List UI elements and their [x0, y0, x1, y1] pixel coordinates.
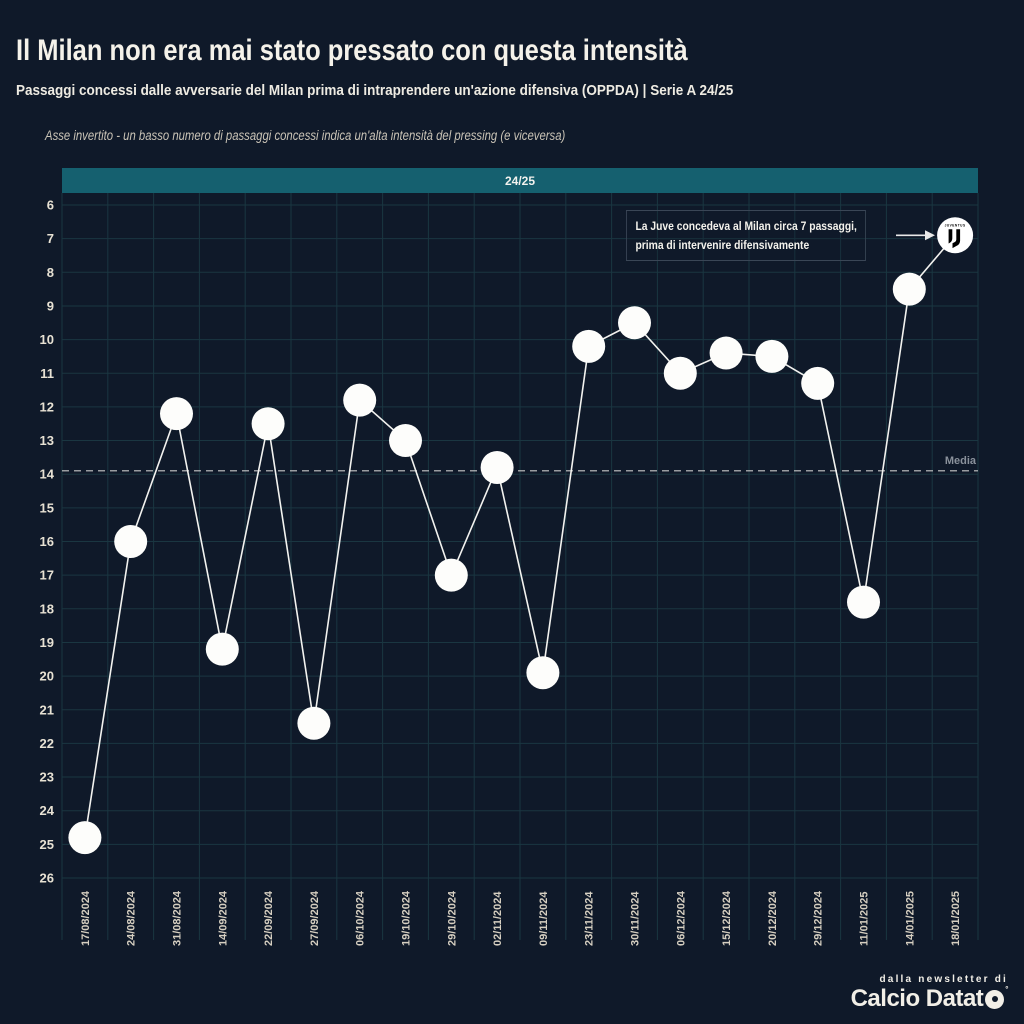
data-point — [480, 450, 514, 484]
media-label: Media — [945, 455, 977, 467]
x-tick-label: 02/11/2024 — [492, 891, 504, 946]
media-average-line: Media — [62, 455, 978, 472]
x-tick-label: 15/12/2024 — [721, 890, 733, 946]
x-tick-label: 06/10/2024 — [355, 890, 367, 946]
x-tick-label: 18/01/2025 — [950, 891, 962, 946]
data-point — [801, 366, 835, 400]
x-tick-label: 31/08/2024 — [172, 890, 184, 946]
brand-wordmark: Calcio Datat ° — [850, 985, 1009, 1012]
data-point — [160, 397, 193, 431]
data-point — [389, 424, 422, 458]
footer-brand-block: dalla newsletter di Calcio Datat ° — [850, 974, 1009, 1012]
season-banner-label: 24/25 — [504, 173, 536, 188]
x-tick-label: 09/11/2024 — [538, 891, 550, 946]
x-tick-label: 14/01/2025 — [904, 891, 916, 946]
annotation-line: La Juve concedeva al Milan circa 7 passa… — [635, 219, 857, 233]
x-tick-label: 22/09/2024 — [263, 890, 275, 946]
y-tick-label: 22 — [40, 736, 54, 751]
x-axis-labels: 17/08/2024 24/08/2024 31/08/2024 14/09/2024… — [80, 890, 962, 946]
data-point — [526, 656, 560, 690]
juventus-crest-icon: JUVENTUS — [937, 217, 974, 254]
page-subtitle: Passaggi concessi dalle avversarie del M… — [16, 82, 734, 99]
y-tick-label: 12 — [40, 399, 54, 414]
juventus-wordmark: JUVENTUS — [945, 223, 966, 227]
data-point — [434, 558, 468, 592]
x-tick-label: 06/12/2024 — [675, 890, 687, 946]
data-point — [572, 329, 606, 363]
y-tick-label: 19 — [40, 635, 54, 650]
y-tick-label: 21 — [40, 702, 54, 717]
data-point — [709, 336, 743, 370]
data-points — [68, 272, 926, 855]
y-tick-label: 17 — [40, 568, 54, 583]
data-point — [68, 821, 102, 855]
y-axis-labels: 6 7 8 9 10 11 12 13 14 15 16 17 18 19 20 21 22 23 24 25 26 — [40, 198, 55, 886]
data-point — [297, 706, 331, 740]
x-tick-label: 27/09/2024 — [309, 890, 321, 946]
x-tick-label: 14/09/2024 — [217, 890, 229, 946]
x-tick-label: 24/08/2024 — [126, 890, 138, 946]
y-tick-label: 25 — [40, 837, 54, 852]
y-tick-label: 24 — [40, 803, 55, 818]
y-tick-label: 18 — [40, 601, 54, 616]
y-tick-label: 6 — [47, 198, 54, 213]
y-tick-label: 11 — [40, 366, 54, 381]
x-tick-label: 30/11/2024 — [630, 891, 642, 946]
data-point — [618, 306, 651, 340]
season-banner: 24/25 — [62, 168, 978, 193]
y-tick-label: 9 — [47, 298, 54, 313]
x-tick-label: 11/01/2025 — [859, 892, 871, 946]
axis-inverted-note: Asse invertito - un basso numero di pass… — [45, 128, 566, 143]
y-tick-label: 23 — [40, 770, 54, 785]
y-tick-label: 7 — [47, 231, 54, 246]
footer-tagline: dalla newsletter di — [879, 974, 1008, 985]
x-tick-label: 17/08/2024 — [80, 890, 92, 946]
annotation-line: prima di intervenire difensivamente — [635, 237, 810, 252]
x-tick-label: 19/10/2024 — [401, 890, 413, 946]
registered-mark: ° — [1005, 985, 1008, 994]
x-tick-label: 20/12/2024 — [767, 890, 779, 946]
x-tick-label: 29/12/2024 — [813, 890, 825, 946]
x-tick-label: 29/10/2024 — [446, 890, 458, 946]
page-title: Il Milan non era mai stato pressato con … — [16, 34, 688, 67]
data-point — [663, 356, 697, 390]
data-point — [847, 585, 880, 619]
data-point — [755, 339, 789, 373]
y-tick-label: 13 — [40, 433, 54, 448]
y-tick-label: 16 — [40, 534, 54, 549]
y-tick-label: 8 — [47, 265, 54, 280]
data-point — [343, 383, 377, 417]
y-tick-label: 20 — [40, 669, 54, 684]
data-point — [114, 525, 148, 558]
data-point — [251, 407, 285, 441]
right-arrow-icon — [896, 230, 935, 241]
brand-text: Calcio Datat — [850, 985, 984, 1012]
y-tick-label: 14 — [40, 467, 55, 482]
y-tick-label: 26 — [40, 871, 54, 886]
y-tick-label: 15 — [40, 500, 54, 515]
juve-annotation-box: La Juve concedeva al Milan circa 7 passa… — [626, 210, 867, 262]
y-tick-label: 10 — [40, 332, 54, 347]
x-tick-label: 23/11/2024 — [584, 891, 596, 946]
football-disc-icon — [985, 989, 1005, 1009]
data-point — [205, 632, 239, 666]
data-point — [892, 272, 926, 306]
